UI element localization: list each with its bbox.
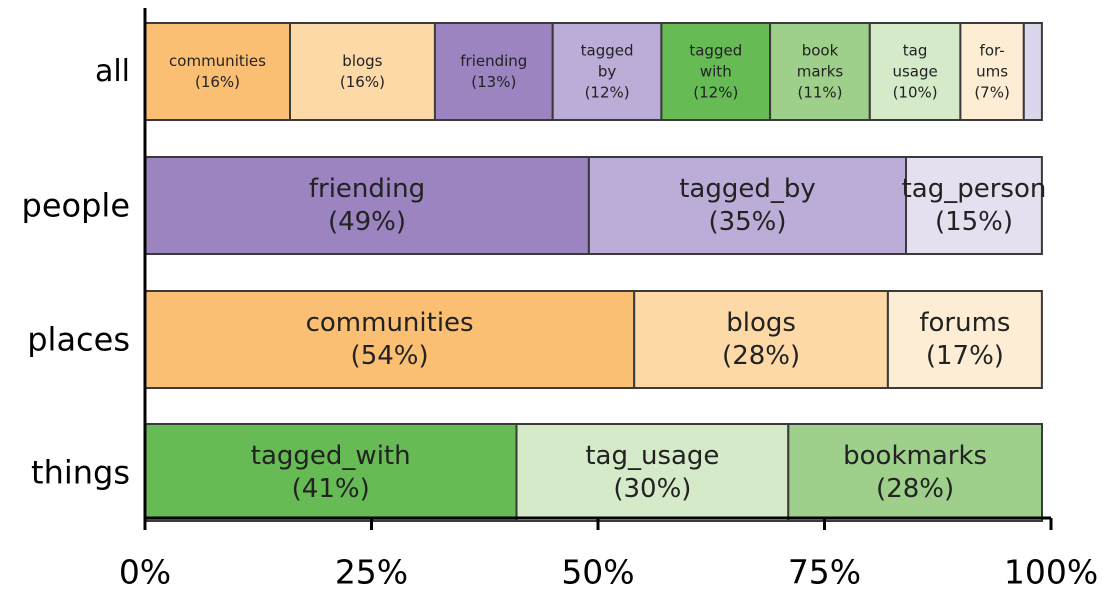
bar-segment-people-1 [587, 156, 908, 255]
segment-label: blogs [726, 308, 796, 338]
row-label-people: people [22, 187, 130, 225]
segment-label: (16%) [340, 73, 385, 91]
segment-label: friending [309, 174, 425, 204]
bar-segment-things-2 [787, 423, 1043, 522]
bar-segment-places-0 [144, 290, 636, 389]
x-tick-label: 75% [788, 553, 861, 592]
x-tick-label: 0% [119, 553, 171, 592]
x-tick-label: 25% [335, 553, 408, 592]
segment-label: blogs [342, 52, 382, 70]
segment-label: tagged [689, 42, 742, 60]
segment-label: tag_usage [585, 441, 719, 471]
x-tick-label: 50% [561, 553, 634, 592]
bar-segment-things-0 [144, 423, 518, 522]
segment-label: tagged [581, 42, 634, 60]
segment-label: (35%) [708, 207, 786, 237]
segment-label: tag [903, 42, 928, 60]
bar-segment-all-7 [959, 22, 1025, 121]
bar-segment-all-8 [1022, 22, 1043, 121]
segment-label: communities [306, 308, 474, 338]
segment-label: marks [797, 63, 844, 81]
bar-segment-places-2 [886, 290, 1043, 389]
x-tick-label: 100% [1004, 553, 1098, 592]
segment-label: (41%) [292, 474, 370, 504]
segment-label: for- [980, 42, 1005, 60]
segment-label: (54%) [351, 341, 429, 371]
segment-label: with [700, 63, 732, 81]
bar-segment-people-0 [144, 156, 590, 255]
segment-label: (7%) [974, 84, 1010, 102]
segment-label: (12%) [585, 84, 630, 102]
bar-segment-people-2 [905, 156, 1043, 255]
segment-label: tagged_with [251, 441, 411, 471]
segment-label: tag_person [902, 174, 1047, 204]
segment-label: (12%) [693, 84, 738, 102]
segment-label: communities [169, 52, 266, 70]
bar-segment-all-2 [433, 22, 554, 121]
segment-label: (28%) [876, 474, 954, 504]
row-label-things: things [31, 454, 130, 492]
segment-label: tagged_by [679, 174, 816, 204]
bar-segment-all-4 [660, 22, 772, 121]
segment-label: book [802, 42, 839, 60]
segment-label: (13%) [471, 73, 516, 91]
bar-segment-all-5 [769, 22, 871, 121]
segment-label: (10%) [893, 84, 938, 102]
segment-label: (11%) [797, 84, 842, 102]
row-label-all: all [95, 54, 130, 89]
row-label-places: places [27, 321, 130, 359]
bar-segment-places-1 [633, 290, 889, 389]
segment-label: (49%) [328, 207, 406, 237]
segment-label: ums [976, 63, 1008, 81]
segment-label: bookmarks [843, 441, 987, 471]
segment-label: (16%) [195, 73, 240, 91]
bar-segment-things-1 [515, 423, 790, 522]
segment-label: (15%) [935, 207, 1013, 237]
bar-segment-all-3 [551, 22, 663, 121]
segment-label: by [598, 63, 617, 81]
segment-label: usage [892, 63, 937, 81]
bar-segment-all-1 [289, 22, 436, 121]
segment-label: (28%) [722, 341, 800, 371]
bar-segment-all-0 [144, 22, 291, 121]
segment-label: (30%) [613, 474, 691, 504]
segment-label: friending [460, 52, 527, 70]
segment-label: (17%) [926, 341, 1004, 371]
segment-label: forums [919, 308, 1010, 338]
